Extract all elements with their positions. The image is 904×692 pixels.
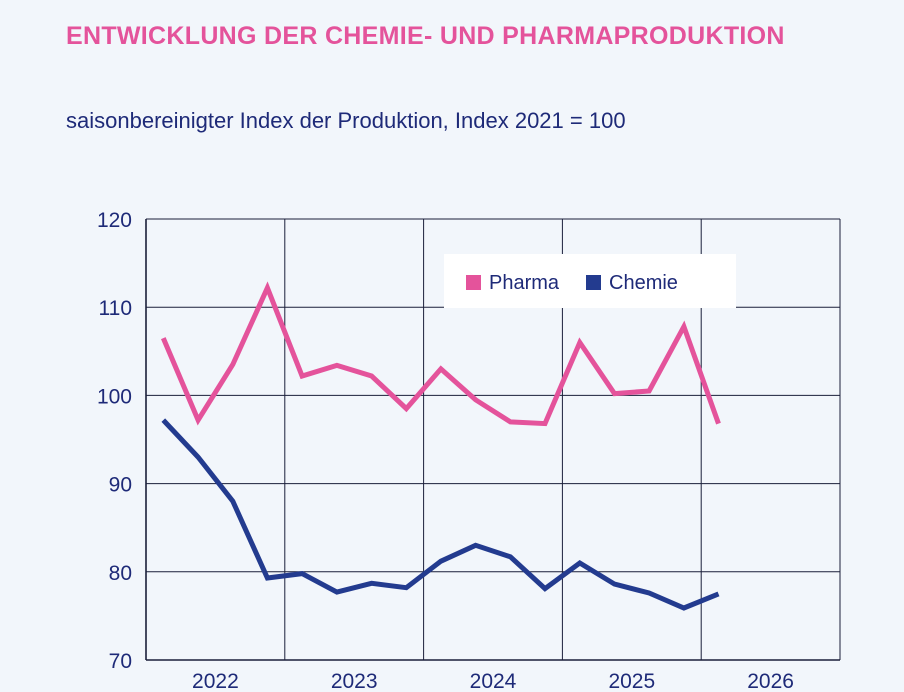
x-tick-label: 2025 bbox=[608, 670, 655, 692]
y-tick-label: 120 bbox=[97, 209, 132, 232]
legend-label-chemie: Chemie bbox=[609, 272, 678, 294]
y-tick-label: 90 bbox=[109, 474, 132, 497]
chart-title: ENTWICKLUNG DER CHEMIE- UND PHARMAPRODUK… bbox=[66, 22, 785, 50]
legend-label-pharma: Pharma bbox=[489, 272, 560, 294]
x-tick-label: 2026 bbox=[747, 670, 794, 692]
y-tick-label: 80 bbox=[109, 562, 132, 585]
chart-subtitle: saisonbereinigter Index der Produktion, … bbox=[66, 108, 626, 133]
legend: Pharma Chemie bbox=[444, 254, 736, 308]
y-tick-labels: 70 80 90 100 110 120 bbox=[97, 209, 132, 673]
x-tick-label: 2024 bbox=[470, 670, 517, 692]
legend-swatch-chemie bbox=[586, 275, 601, 290]
series-line-chemie bbox=[161, 418, 720, 611]
series-line-pharma bbox=[160, 281, 721, 427]
x-tick-label: 2022 bbox=[192, 670, 239, 692]
y-tick-label: 110 bbox=[99, 297, 132, 320]
legend-swatch-pharma bbox=[466, 275, 481, 290]
x-tick-labels: 2022 2023 2024 2025 2026 bbox=[192, 670, 794, 692]
axes bbox=[145, 219, 840, 661]
series-lines bbox=[160, 281, 721, 611]
y-tick-label: 100 bbox=[97, 385, 132, 408]
x-tick-label: 2023 bbox=[331, 670, 378, 692]
y-tick-label: 70 bbox=[109, 650, 132, 673]
